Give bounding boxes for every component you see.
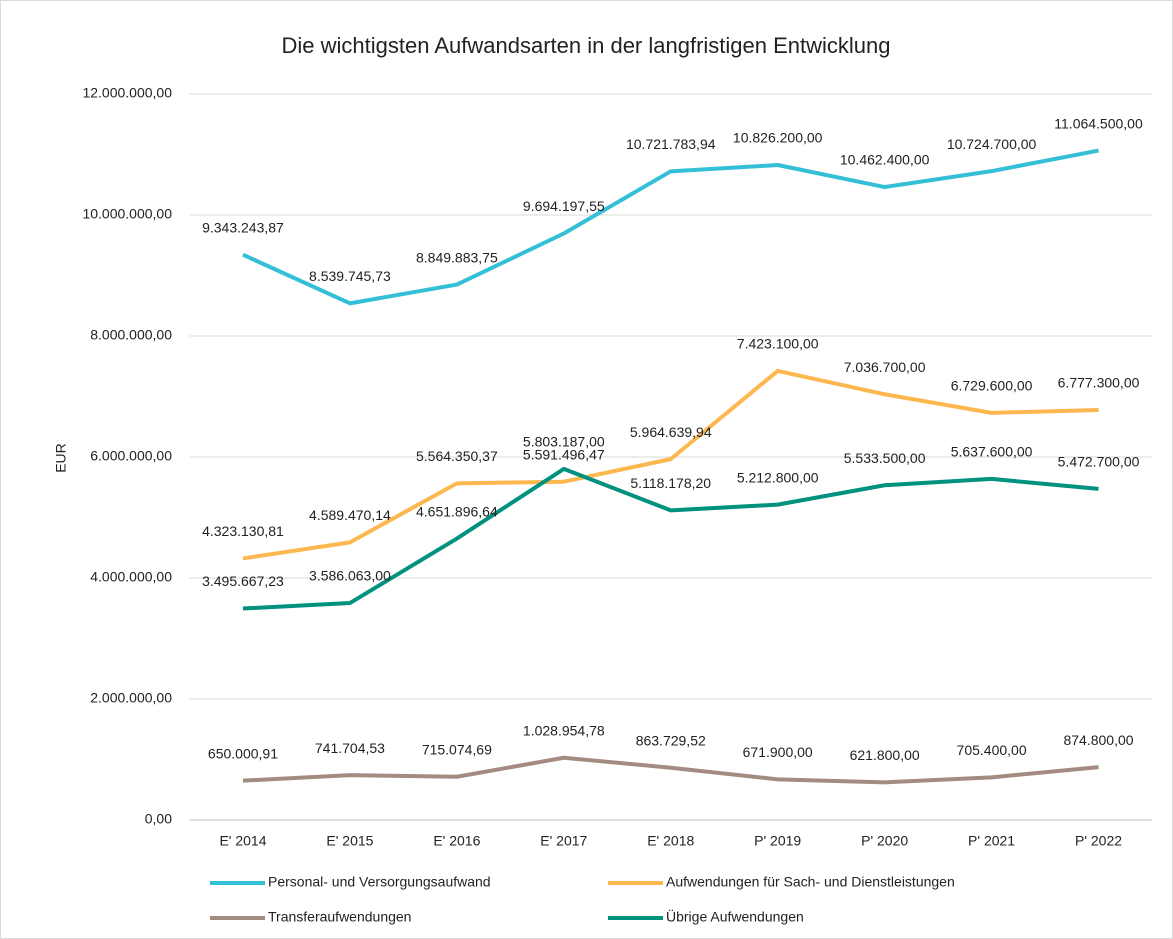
data-label: 9.343.243,87 [202,219,284,235]
data-label: 715.074,69 [422,741,492,757]
data-label: 5.533.500,00 [844,450,926,466]
legend-label: Transferaufwendungen [268,909,411,925]
chart-title: Die wichtigsten Aufwandsarten in der lan… [282,33,891,58]
data-label: 5.212.800,00 [737,469,819,485]
legend-label: Aufwendungen für Sach- und Dienstleistun… [666,874,955,890]
data-label: 621.800,00 [850,747,920,763]
data-label: 650.000,91 [208,745,278,761]
x-tick-label: E' 2018 [647,833,694,849]
data-label: 705.400,00 [957,742,1027,758]
data-label: 5.803.187,00 [523,434,605,450]
y-tick-label: 2.000.000,00 [90,690,172,706]
data-label: 874.800,00 [1063,732,1133,748]
y-tick-label: 6.000.000,00 [90,448,172,464]
data-label: 4.651.896,64 [416,503,498,519]
data-label: 6.777.300,00 [1058,375,1140,391]
x-tick-label: E' 2014 [219,833,266,849]
data-label: 7.423.100,00 [737,336,819,352]
data-label: 5.118.178,20 [630,475,711,491]
x-tick-label: P' 2021 [968,833,1015,849]
x-tick-label: E' 2016 [433,833,480,849]
series-line [242,466,1099,611]
data-label: 8.539.745,73 [309,268,391,284]
data-label: 10.462.400,00 [840,152,930,168]
y-axis-label: EUR [53,443,69,473]
y-tick-label: 8.000.000,00 [90,327,172,343]
data-label: 3.586.063,00 [309,568,391,584]
y-tick-label: 12.000.000,00 [82,85,172,101]
data-label: 6.729.600,00 [951,378,1033,394]
data-label: 4.323.130,81 [202,523,284,539]
data-label: 11.064.500,00 [1054,115,1143,131]
data-label: 671.900,00 [743,744,813,760]
data-label: 9.694.197,55 [523,198,605,214]
data-label: 10.724.700,00 [947,136,1037,152]
x-tick-label: P' 2019 [754,833,801,849]
data-label: 4.589.470,14 [309,507,391,523]
data-label: 5.637.600,00 [951,444,1033,460]
y-tick-label: 0,00 [145,811,172,827]
data-label: 3.495.667,23 [202,573,284,589]
series-line [242,755,1099,785]
legend-label: Übrige Aufwendungen [666,908,804,925]
x-tick-label: E' 2017 [540,833,587,849]
data-label: 5.472.700,00 [1058,454,1140,470]
series-line [242,368,1099,561]
x-tick-label: P' 2020 [861,833,908,849]
data-label: 5.564.350,37 [416,448,498,464]
data-label: 7.036.700,00 [844,359,926,375]
data-label: 8.849.883,75 [416,249,498,265]
data-label: 5.591.496,47 [523,446,605,462]
x-tick-label: P' 2022 [1075,833,1122,849]
y-tick-label: 10.000.000,00 [82,206,172,222]
y-tick-label: 4.000.000,00 [90,569,172,585]
x-tick-label: E' 2015 [326,833,373,849]
data-label: 863.729,52 [636,732,706,748]
data-label: 10.721.783,94 [626,136,716,152]
data-label: 1.028.954,78 [523,722,605,738]
series-line [242,148,1099,306]
data-label: 741.704,53 [315,740,385,756]
data-label: 10.826.200,00 [733,130,823,146]
data-label: 5.964.639,94 [630,424,712,440]
legend-label: Personal- und Versorgungsaufwand [268,874,491,890]
